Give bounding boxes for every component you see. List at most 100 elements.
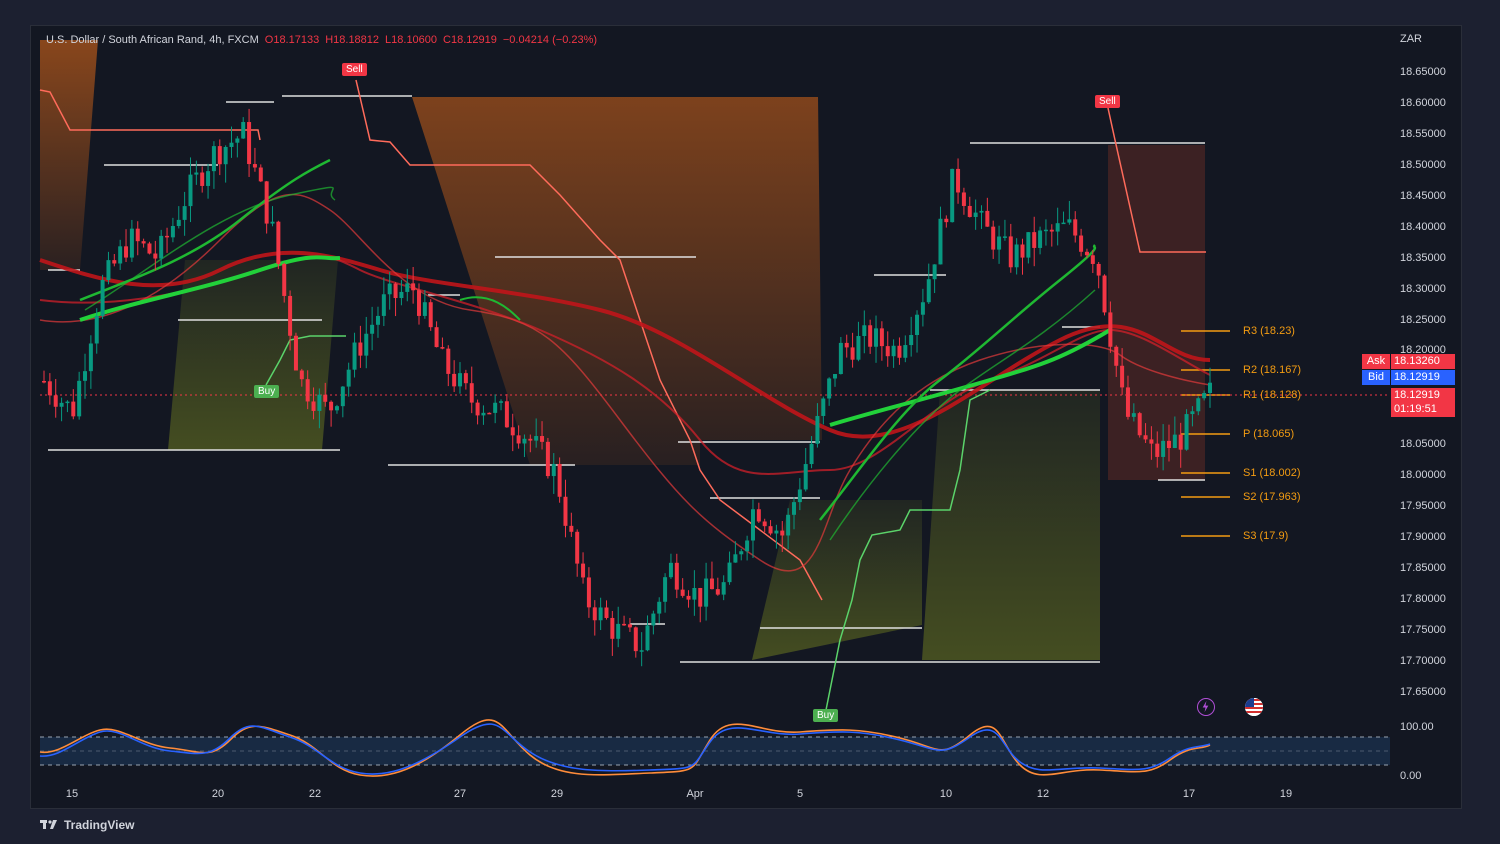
candle-body	[112, 260, 117, 264]
bar-countdown: 01:19:51	[1391, 402, 1455, 417]
candle-body	[768, 526, 773, 534]
ask-label: Ask	[1362, 354, 1390, 369]
candle-body	[118, 246, 123, 264]
price-tick: 17.85000	[1400, 562, 1446, 574]
moving-averages	[39, 158, 1211, 572]
symbol-name[interactable]: U.S. Dollar / South African Rand, 4h, FX…	[46, 34, 259, 46]
candle-body	[926, 279, 931, 303]
candle-body	[1190, 411, 1195, 415]
price-tick: 18.30000	[1400, 283, 1446, 295]
trail-sell-1	[39, 89, 261, 141]
time-tick: 27	[453, 788, 467, 800]
pivot-lines	[1181, 330, 1230, 537]
time-tick: 19	[1279, 788, 1293, 800]
price-tick: 17.75000	[1400, 624, 1446, 636]
time-tick: Apr	[686, 788, 704, 800]
candle-body	[809, 443, 814, 465]
candle-body	[557, 463, 562, 497]
candle-body	[698, 587, 703, 607]
zone-sell-1	[40, 40, 98, 270]
candle-body	[1178, 434, 1183, 450]
candle-body	[1161, 440, 1166, 457]
zone-buy-2	[752, 500, 922, 660]
candle-body	[633, 627, 638, 652]
price-tick: 18.35000	[1400, 252, 1446, 264]
candle-body	[1090, 255, 1095, 264]
candle-body	[522, 438, 527, 444]
candle-body	[1026, 232, 1031, 258]
candle-body	[446, 348, 451, 374]
lightning-icon[interactable]	[1197, 698, 1215, 716]
candle-body	[1079, 235, 1084, 252]
pivot-p-label: P (18.065)	[1243, 428, 1295, 440]
candle-body	[499, 401, 504, 403]
candle-body	[329, 401, 334, 411]
buy-signal-badge[interactable]: Buy	[813, 709, 839, 722]
buy-signal-badge[interactable]: Buy	[254, 385, 280, 398]
candle-body	[786, 514, 791, 536]
osc-tick-top: 100.00	[1400, 721, 1434, 733]
candle-body	[188, 174, 193, 207]
us-flag-icon[interactable]	[1245, 698, 1263, 716]
candle-body	[94, 315, 99, 344]
candle-body	[334, 406, 339, 411]
zone-buy-3	[922, 390, 1100, 660]
candle-body	[510, 427, 515, 436]
candle-body	[639, 650, 644, 652]
candle-body	[827, 378, 832, 399]
candle-body	[610, 617, 615, 639]
candle-body	[1172, 434, 1177, 449]
candle-body	[1067, 219, 1072, 223]
candle-body	[206, 171, 211, 186]
candle-body	[961, 192, 966, 206]
candle-body	[762, 521, 767, 527]
price-tick: 18.45000	[1400, 190, 1446, 202]
candle-body	[668, 562, 673, 578]
candle-body	[540, 436, 545, 442]
tradingview-brand[interactable]: TradingView	[40, 818, 134, 832]
candle-body	[985, 210, 990, 227]
candle-body	[458, 373, 463, 387]
candle-body	[868, 325, 873, 347]
candle-body	[211, 146, 216, 172]
candle-body	[897, 345, 902, 358]
candle-body	[124, 246, 129, 258]
candle-body	[627, 624, 632, 628]
candle-body	[756, 509, 761, 522]
sell-signal-badge[interactable]: Sell	[1095, 95, 1120, 108]
candle-body	[481, 412, 486, 416]
candle-body	[504, 401, 509, 428]
candle-body	[704, 578, 709, 607]
candle-body	[1155, 443, 1160, 457]
candle-body	[65, 401, 70, 404]
sell-signal-badge[interactable]: Sell	[342, 63, 367, 76]
candle-body	[252, 164, 257, 168]
candle-body	[493, 402, 498, 413]
candle-body	[891, 345, 896, 357]
candle-body	[956, 168, 961, 193]
zone-sell-3	[1108, 145, 1205, 480]
candle-body	[270, 221, 275, 224]
pivot-s2-label: S2 (17.963)	[1243, 491, 1301, 503]
candle-body	[129, 228, 134, 258]
time-tick: 15	[65, 788, 79, 800]
candle-body	[1096, 263, 1101, 276]
candle-body	[153, 253, 158, 259]
candle-body	[299, 370, 304, 380]
candle-body	[88, 343, 93, 372]
candle-body	[346, 369, 351, 387]
candle-body	[739, 551, 744, 555]
osc-tick-bottom: 0.00	[1400, 770, 1422, 782]
price-tick: 17.65000	[1400, 686, 1446, 698]
candle-body	[874, 328, 879, 347]
candle-body	[487, 412, 492, 415]
candle-body	[1125, 387, 1130, 417]
candle-body	[258, 167, 263, 182]
price-tick: 18.25000	[1400, 314, 1446, 326]
candle-body	[135, 228, 140, 242]
candle-body	[200, 172, 205, 186]
candle-body	[715, 589, 720, 595]
bid-price-tag: 18.12919	[1391, 370, 1455, 385]
candle-body	[352, 342, 357, 370]
